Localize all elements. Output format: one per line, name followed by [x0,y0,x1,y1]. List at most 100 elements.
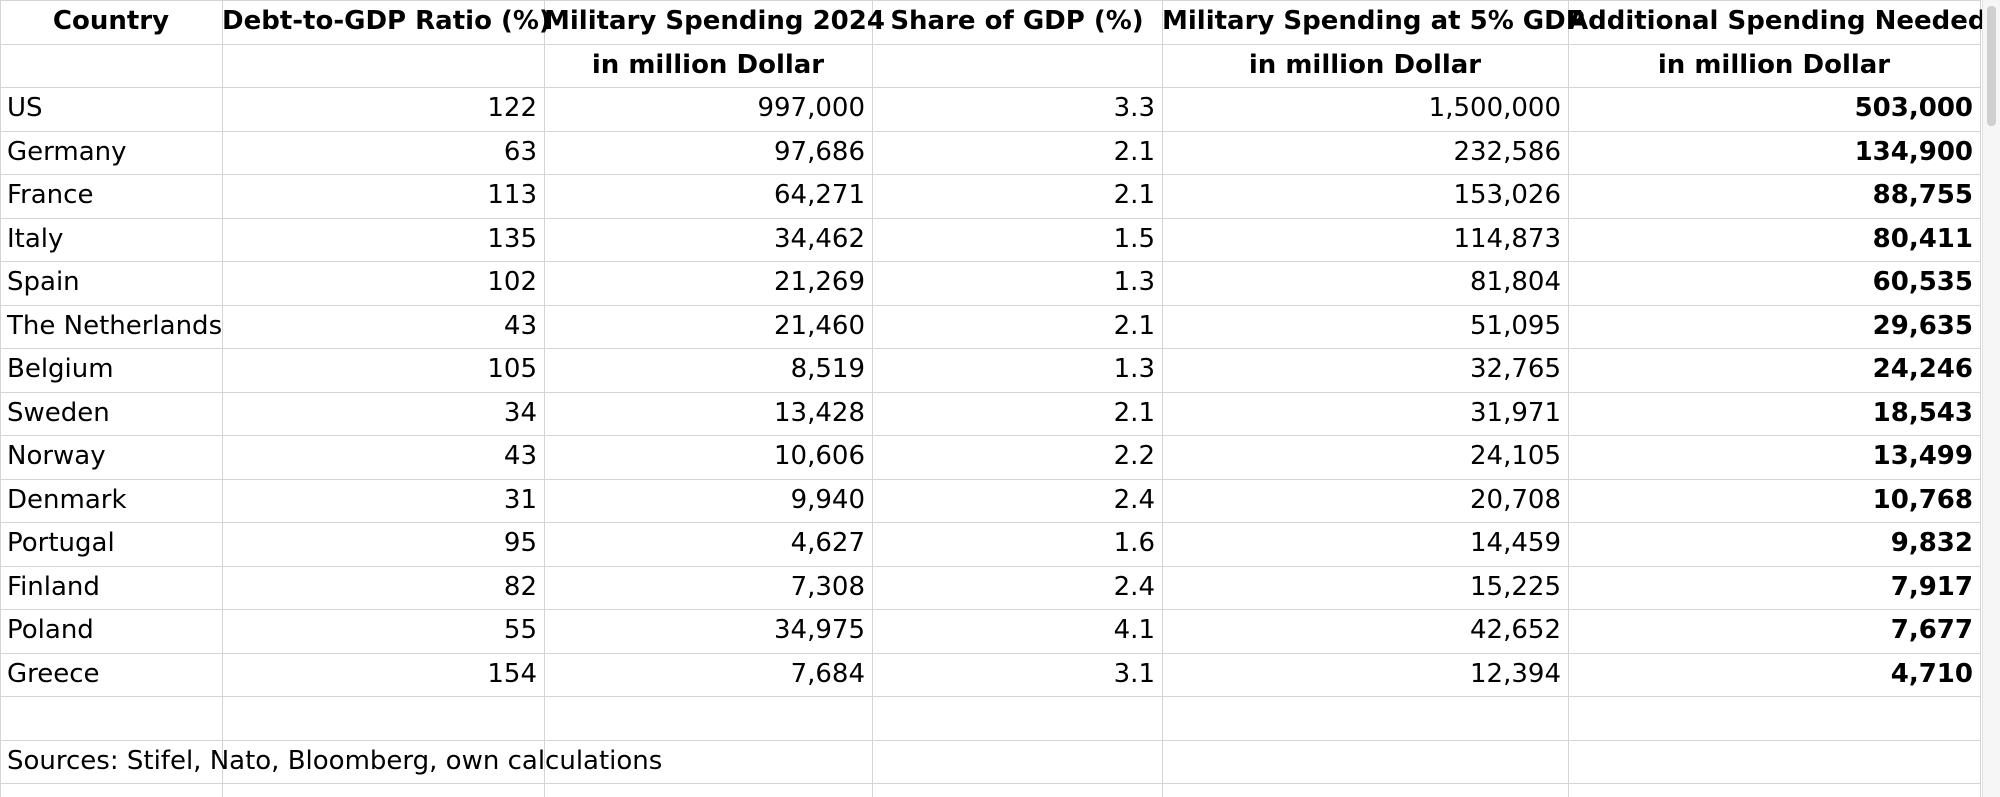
header-sub-additional-needed[interactable]: in million Dollar [1657,50,1891,80]
cell-share-gdp[interactable]: 2.4 [1113,485,1155,515]
cell-debt-ratio[interactable]: 154 [487,659,537,689]
header-share-gdp[interactable]: Share of GDP (%) [890,6,1144,36]
cell-additional-needed[interactable]: 18,543 [1872,398,1973,428]
cell-additional-needed[interactable]: 88,755 [1872,180,1973,210]
cell-share-gdp[interactable]: 2.1 [1113,180,1155,210]
cell-share-gdp[interactable]: 2.2 [1113,441,1155,471]
cell-spending-5pct[interactable]: 51,095 [1470,311,1561,341]
cell-debt-ratio[interactable]: 63 [503,137,537,167]
cell-additional-needed[interactable]: 80,411 [1872,224,1973,254]
cell-additional-needed[interactable]: 13,499 [1872,441,1973,471]
scrollbar-thumb[interactable] [1987,6,1996,126]
cell-spending-5pct[interactable]: 15,225 [1470,572,1561,602]
cell-share-gdp[interactable]: 1.6 [1113,528,1155,558]
header-sub-spending-5pct[interactable]: in million Dollar [1248,50,1482,80]
header-sub-country[interactable] [0,44,222,87]
cell-military-2024[interactable]: 34,975 [774,615,865,645]
cell-additional-needed[interactable]: 29,635 [1872,311,1973,341]
cell-military-2024[interactable]: 8,519 [790,354,865,384]
header-sub-military-2024[interactable]: in million Dollar [591,50,825,80]
cell-country[interactable]: Finland [7,572,100,602]
cell-military-2024[interactable]: 34,462 [774,224,865,254]
cell-additional-needed[interactable]: 7,917 [1890,572,1973,602]
cell-country[interactable]: Italy [7,224,64,254]
cell-spending-5pct[interactable]: 32,765 [1470,354,1561,384]
header-sub-share-gdp[interactable] [872,44,1162,87]
cell-country[interactable]: Norway [7,441,106,471]
cell-additional-needed[interactable]: 24,246 [1872,354,1973,384]
cell-military-2024[interactable]: 21,460 [774,311,865,341]
cell-additional-needed[interactable]: 9,832 [1890,528,1973,558]
cell-country[interactable]: Belgium [7,354,114,384]
cell-share-gdp[interactable]: 4.1 [1113,615,1155,645]
cell-spending-5pct[interactable]: 232,586 [1453,137,1561,167]
cell-share-gdp[interactable]: 3.3 [1113,93,1155,123]
header-debt-ratio[interactable]: Debt-to-GDP Ratio (%) [222,6,551,36]
cell-country[interactable]: Portugal [7,528,115,558]
cell-debt-ratio[interactable]: 135 [487,224,537,254]
cell-spending-5pct[interactable]: 12,394 [1470,659,1561,689]
cell-debt-ratio[interactable]: 105 [487,354,537,384]
cell-spending-5pct[interactable]: 31,971 [1470,398,1561,428]
cell-spending-5pct[interactable]: 81,804 [1470,267,1561,297]
cell-military-2024[interactable]: 97,686 [774,137,865,167]
cell-additional-needed[interactable]: 503,000 [1854,93,1973,123]
cell-spending-5pct[interactable]: 153,026 [1453,180,1561,210]
cell-debt-ratio[interactable]: 43 [503,311,537,341]
vertical-scrollbar[interactable] [1982,0,2000,797]
cell-share-gdp[interactable]: 1.3 [1113,354,1155,384]
cell-military-2024[interactable]: 7,308 [790,572,865,602]
cell-country[interactable]: Spain [7,267,80,297]
cell-military-2024[interactable]: 64,271 [774,180,865,210]
cell-share-gdp[interactable]: 1.5 [1113,224,1155,254]
header-country[interactable]: Country [52,6,170,36]
header-spending-5pct[interactable]: Military Spending at 5% GDP [1162,6,1585,36]
cell-military-2024[interactable]: 997,000 [757,93,865,123]
cell-country[interactable]: US [7,93,43,123]
cell-additional-needed[interactable]: 4,710 [1890,659,1973,689]
cell-spending-5pct[interactable]: 42,652 [1470,615,1561,645]
cell-military-2024[interactable]: 7,684 [790,659,865,689]
cell-military-2024[interactable]: 13,428 [774,398,865,428]
cell-additional-needed[interactable]: 134,900 [1854,137,1973,167]
row-gridline [0,696,1980,697]
cell-share-gdp[interactable]: 3.1 [1113,659,1155,689]
cell-debt-ratio[interactable]: 34 [503,398,537,428]
cell-additional-needed[interactable]: 10,768 [1872,485,1973,515]
cell-share-gdp[interactable]: 2.1 [1113,398,1155,428]
cell-spending-5pct[interactable]: 114,873 [1453,224,1561,254]
cell-country[interactable]: Poland [7,615,94,645]
cell-country[interactable]: Denmark [7,485,127,515]
cell-spending-5pct[interactable]: 1,500,000 [1428,93,1561,123]
header-additional-needed[interactable]: Additional Spending Needed [1568,6,1987,36]
cell-debt-ratio[interactable]: 31 [503,485,537,515]
cell-country[interactable]: France [7,180,94,210]
cell-spending-5pct[interactable]: 20,708 [1470,485,1561,515]
cell-spending-5pct[interactable]: 24,105 [1470,441,1561,471]
cell-military-2024[interactable]: 10,606 [774,441,865,471]
cell-debt-ratio[interactable]: 43 [503,441,537,471]
header-sub-debt-ratio[interactable] [222,44,544,87]
cell-additional-needed[interactable]: 60,535 [1872,267,1973,297]
cell-debt-ratio[interactable]: 55 [503,615,537,645]
cell-country[interactable]: Greece [7,659,100,689]
cell-military-2024[interactable]: 21,269 [774,267,865,297]
cell-spending-5pct[interactable]: 14,459 [1470,528,1561,558]
cell-share-gdp[interactable]: 2.4 [1113,572,1155,602]
cell-debt-ratio[interactable]: 82 [503,572,537,602]
cell-military-2024[interactable]: 4,627 [790,528,865,558]
cell-share-gdp[interactable]: 2.1 [1113,137,1155,167]
cell-share-gdp[interactable]: 1.3 [1113,267,1155,297]
sources-note[interactable]: Sources: Stifel, Nato, Bloomberg, own ca… [7,746,663,776]
cell-military-2024[interactable]: 9,940 [790,485,865,515]
cell-debt-ratio[interactable]: 95 [503,528,537,558]
cell-country[interactable]: Sweden [7,398,110,428]
header-military-2024[interactable]: Military Spending 2024 [544,6,885,36]
cell-debt-ratio[interactable]: 102 [487,267,537,297]
cell-debt-ratio[interactable]: 122 [487,93,537,123]
cell-debt-ratio[interactable]: 113 [487,180,537,210]
cell-share-gdp[interactable]: 2.1 [1113,311,1155,341]
cell-additional-needed[interactable]: 7,677 [1890,615,1973,645]
cell-country[interactable]: Germany [7,137,127,167]
cell-country[interactable]: The Netherlands [7,311,223,341]
